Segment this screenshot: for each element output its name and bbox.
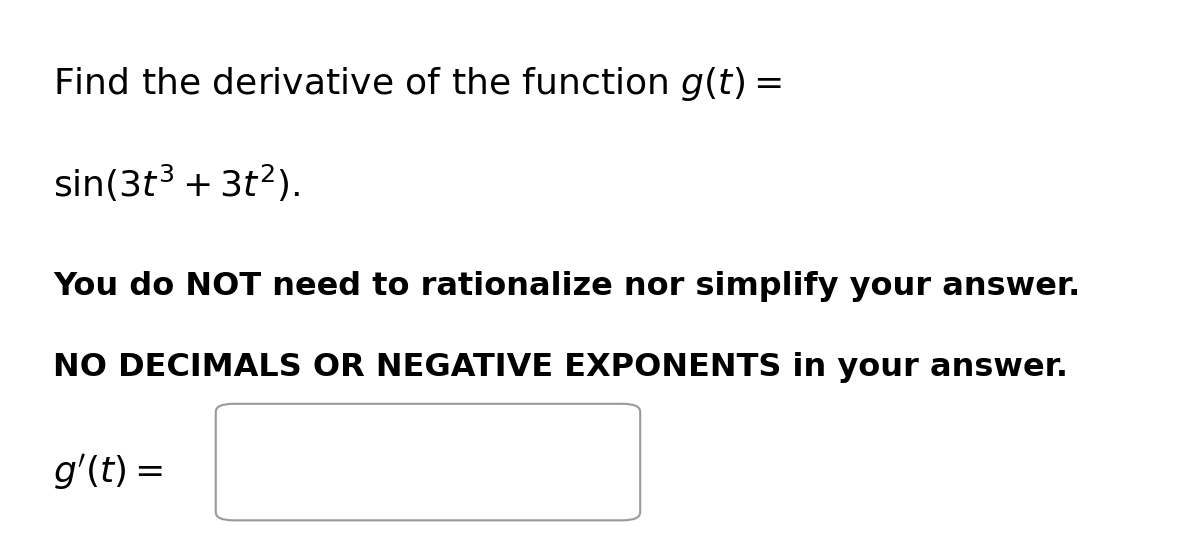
Text: You do NOT need to rationalize nor simplify your answer.: You do NOT need to rationalize nor simpl… bbox=[53, 271, 1080, 302]
Text: Find the derivative of the function $g(t) =$: Find the derivative of the function $g(t… bbox=[53, 65, 782, 103]
Text: $g'(t) =$: $g'(t) =$ bbox=[53, 453, 164, 492]
Text: $\sin\!\left(3t^3 + 3t^2\right).$: $\sin\!\left(3t^3 + 3t^2\right).$ bbox=[53, 163, 301, 204]
Text: NO DECIMALS OR NEGATIVE EXPONENTS in your answer.: NO DECIMALS OR NEGATIVE EXPONENTS in you… bbox=[53, 352, 1068, 383]
FancyBboxPatch shape bbox=[216, 404, 640, 520]
